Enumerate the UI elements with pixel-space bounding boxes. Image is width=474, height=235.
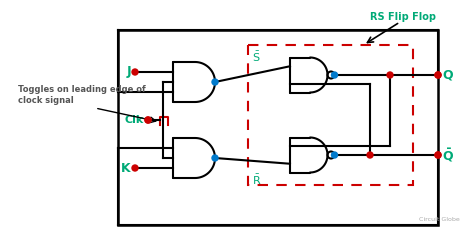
Text: RS Flip Flop: RS Flip Flop xyxy=(370,12,436,22)
Text: J: J xyxy=(127,66,131,78)
Circle shape xyxy=(145,117,151,123)
Circle shape xyxy=(435,152,441,158)
Circle shape xyxy=(435,72,441,78)
Text: $\mathregular{\bar{R}}$: $\mathregular{\bar{R}}$ xyxy=(252,173,262,187)
Circle shape xyxy=(145,117,151,123)
Circle shape xyxy=(212,155,218,161)
Circle shape xyxy=(212,79,218,85)
Circle shape xyxy=(132,69,138,75)
Text: Clk: Clk xyxy=(125,115,144,125)
Bar xyxy=(118,30,438,225)
Circle shape xyxy=(132,165,138,171)
Text: Toggles on leading edge of
clock signal: Toggles on leading edge of clock signal xyxy=(18,85,146,105)
Bar xyxy=(248,45,413,185)
Circle shape xyxy=(435,152,441,158)
Circle shape xyxy=(331,152,337,158)
Circle shape xyxy=(331,72,337,78)
Text: Circuit Globe: Circuit Globe xyxy=(419,217,460,222)
Text: Q: Q xyxy=(442,68,453,82)
Circle shape xyxy=(387,72,393,78)
Circle shape xyxy=(367,152,373,158)
Text: K: K xyxy=(121,161,131,175)
Circle shape xyxy=(435,72,441,78)
Text: $\mathregular{\bar{S}}$: $\mathregular{\bar{S}}$ xyxy=(252,50,261,64)
Text: $\mathregular{\bar{Q}}$: $\mathregular{\bar{Q}}$ xyxy=(442,146,454,164)
